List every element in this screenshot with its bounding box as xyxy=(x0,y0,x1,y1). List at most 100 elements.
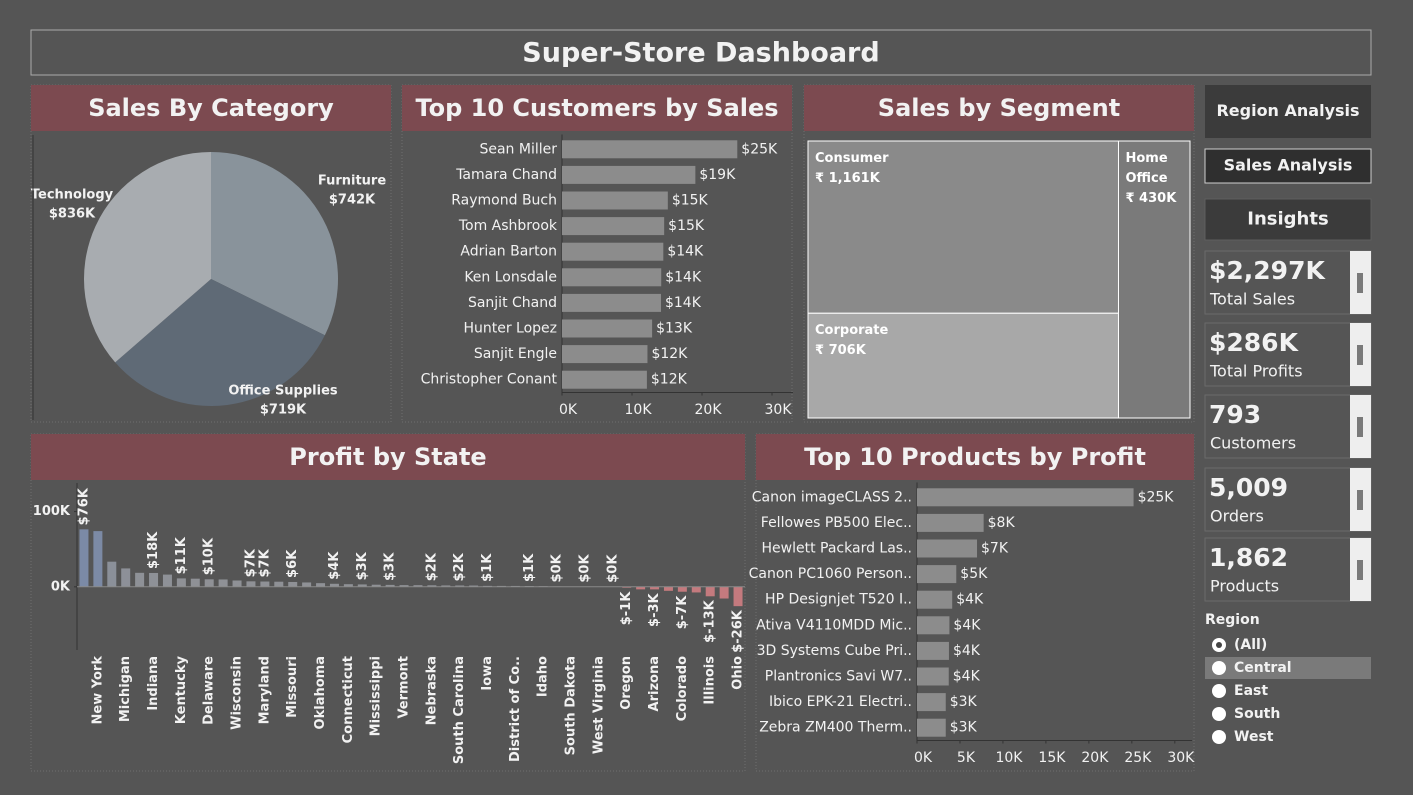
bar xyxy=(190,578,200,587)
kpi-label: Total Profits xyxy=(1209,362,1303,381)
bar xyxy=(93,531,103,587)
treemap-label: Corporate ₹ 706K xyxy=(815,323,889,358)
value-label: $5K xyxy=(960,566,988,582)
filter-option[interactable]: Central xyxy=(1234,660,1292,676)
x-tick-label: 0K xyxy=(914,750,933,766)
bar xyxy=(562,319,653,338)
category-label: Hunter Lopez xyxy=(463,321,557,337)
filter-option[interactable]: East xyxy=(1234,683,1268,699)
radio[interactable] xyxy=(1212,730,1226,744)
bar xyxy=(562,217,665,236)
value-label: $25K xyxy=(741,141,778,157)
value-label: $6K xyxy=(285,549,300,578)
x-tick-label: Delaware xyxy=(202,656,217,725)
category-label: Sean Miller xyxy=(479,141,557,157)
category-label: Plantronics Savi W7.. xyxy=(765,669,912,685)
nav-button[interactable] xyxy=(1204,198,1372,241)
filter-option[interactable]: South xyxy=(1234,706,1280,722)
slice-value: $836K xyxy=(49,207,96,222)
panel-header xyxy=(402,85,792,131)
category-label: Sanjit Chand xyxy=(468,295,557,311)
value-label: $3K xyxy=(950,694,978,710)
x-tick-label: Oklahoma xyxy=(313,656,328,729)
category-label: 3D Systems Cube Pri.. xyxy=(757,643,912,659)
bar xyxy=(562,345,648,364)
value-label: $14K xyxy=(667,244,704,260)
value-label: $0K xyxy=(605,554,620,583)
nav-button[interactable] xyxy=(1204,148,1372,184)
value-label: $1K xyxy=(522,553,537,582)
kpi-scroll-thumb xyxy=(1357,417,1363,437)
x-tick-label: Arizona xyxy=(647,656,662,711)
value-label: $14K xyxy=(665,269,702,285)
x-tick-label: Idaho xyxy=(536,656,551,697)
value-label: $1K xyxy=(480,553,495,582)
kpi-value: 793 xyxy=(1209,400,1261,429)
category-label: Christopher Conant xyxy=(421,372,558,388)
value-label: $8K xyxy=(988,515,1016,531)
x-tick-label: Oregon xyxy=(619,656,634,710)
nav-button[interactable] xyxy=(1205,85,1371,138)
radio[interactable] xyxy=(1212,707,1226,721)
nav-label: Region Analysis xyxy=(1216,101,1359,120)
title-box xyxy=(30,29,1372,76)
x-tick-label: West Virginia xyxy=(591,656,606,754)
filter-option[interactable]: (All) xyxy=(1234,637,1267,653)
bar xyxy=(385,584,395,587)
value-label: $11K xyxy=(174,536,189,574)
bar xyxy=(218,579,228,587)
value-label: $3K xyxy=(383,552,398,581)
x-tick-label: Connecticut xyxy=(341,656,356,743)
value-label: $4K xyxy=(953,643,981,659)
x-tick-label: Michigan xyxy=(118,656,133,722)
category-label: Tom Ashbrook xyxy=(458,218,558,234)
x-tick-label: New York xyxy=(90,656,105,725)
bar xyxy=(562,268,662,287)
bar xyxy=(357,584,367,587)
kpi-scroll-thumb xyxy=(1357,490,1363,510)
radio[interactable] xyxy=(1212,661,1226,675)
kpi-card xyxy=(1204,250,1372,315)
y-tick-label: 100K xyxy=(33,504,71,519)
bar xyxy=(650,586,660,590)
treemap-label: Home Office ₹ 430K xyxy=(1125,151,1176,206)
category-label: Zebra ZM400 Therm.. xyxy=(759,720,912,736)
value-label: $4K xyxy=(953,669,981,685)
bar xyxy=(260,581,270,587)
value-label: $18K xyxy=(146,531,161,569)
bar xyxy=(371,584,381,587)
filter-option[interactable]: West xyxy=(1234,729,1274,745)
x-tick-label: Indiana xyxy=(146,656,161,711)
value-label: $-3K xyxy=(647,592,662,626)
bar xyxy=(329,583,339,587)
bar xyxy=(162,574,172,587)
bar xyxy=(705,586,715,597)
bar xyxy=(917,565,957,584)
category-label: Ativa V4110MDD Mic.. xyxy=(756,617,912,633)
bar xyxy=(562,165,696,184)
value-label: $7K xyxy=(257,548,272,577)
category-label: Ken Lonsdale xyxy=(464,269,557,285)
x-tick-label: 5K xyxy=(957,750,976,766)
kpi-card xyxy=(1204,467,1372,532)
bar xyxy=(441,585,451,587)
value-label: $15K xyxy=(672,193,709,209)
value-label: $12K xyxy=(651,372,688,388)
value-label: $2K xyxy=(424,552,439,581)
radio[interactable] xyxy=(1212,684,1226,698)
pie-slice xyxy=(83,152,211,363)
value-label: $3K xyxy=(950,720,978,736)
bar xyxy=(733,586,743,607)
category-label: Fellowes PB500 Elec.. xyxy=(761,515,912,531)
x-tick-label: 20K xyxy=(1081,750,1109,766)
bar xyxy=(917,539,978,558)
bar xyxy=(917,693,946,712)
value-label: $7K xyxy=(981,541,1009,557)
bar xyxy=(917,616,950,635)
bar xyxy=(636,586,646,590)
bar xyxy=(399,585,409,587)
value-label: $3K xyxy=(355,551,370,580)
segment-name: Corporate xyxy=(815,323,889,339)
panel-header xyxy=(756,434,1194,480)
